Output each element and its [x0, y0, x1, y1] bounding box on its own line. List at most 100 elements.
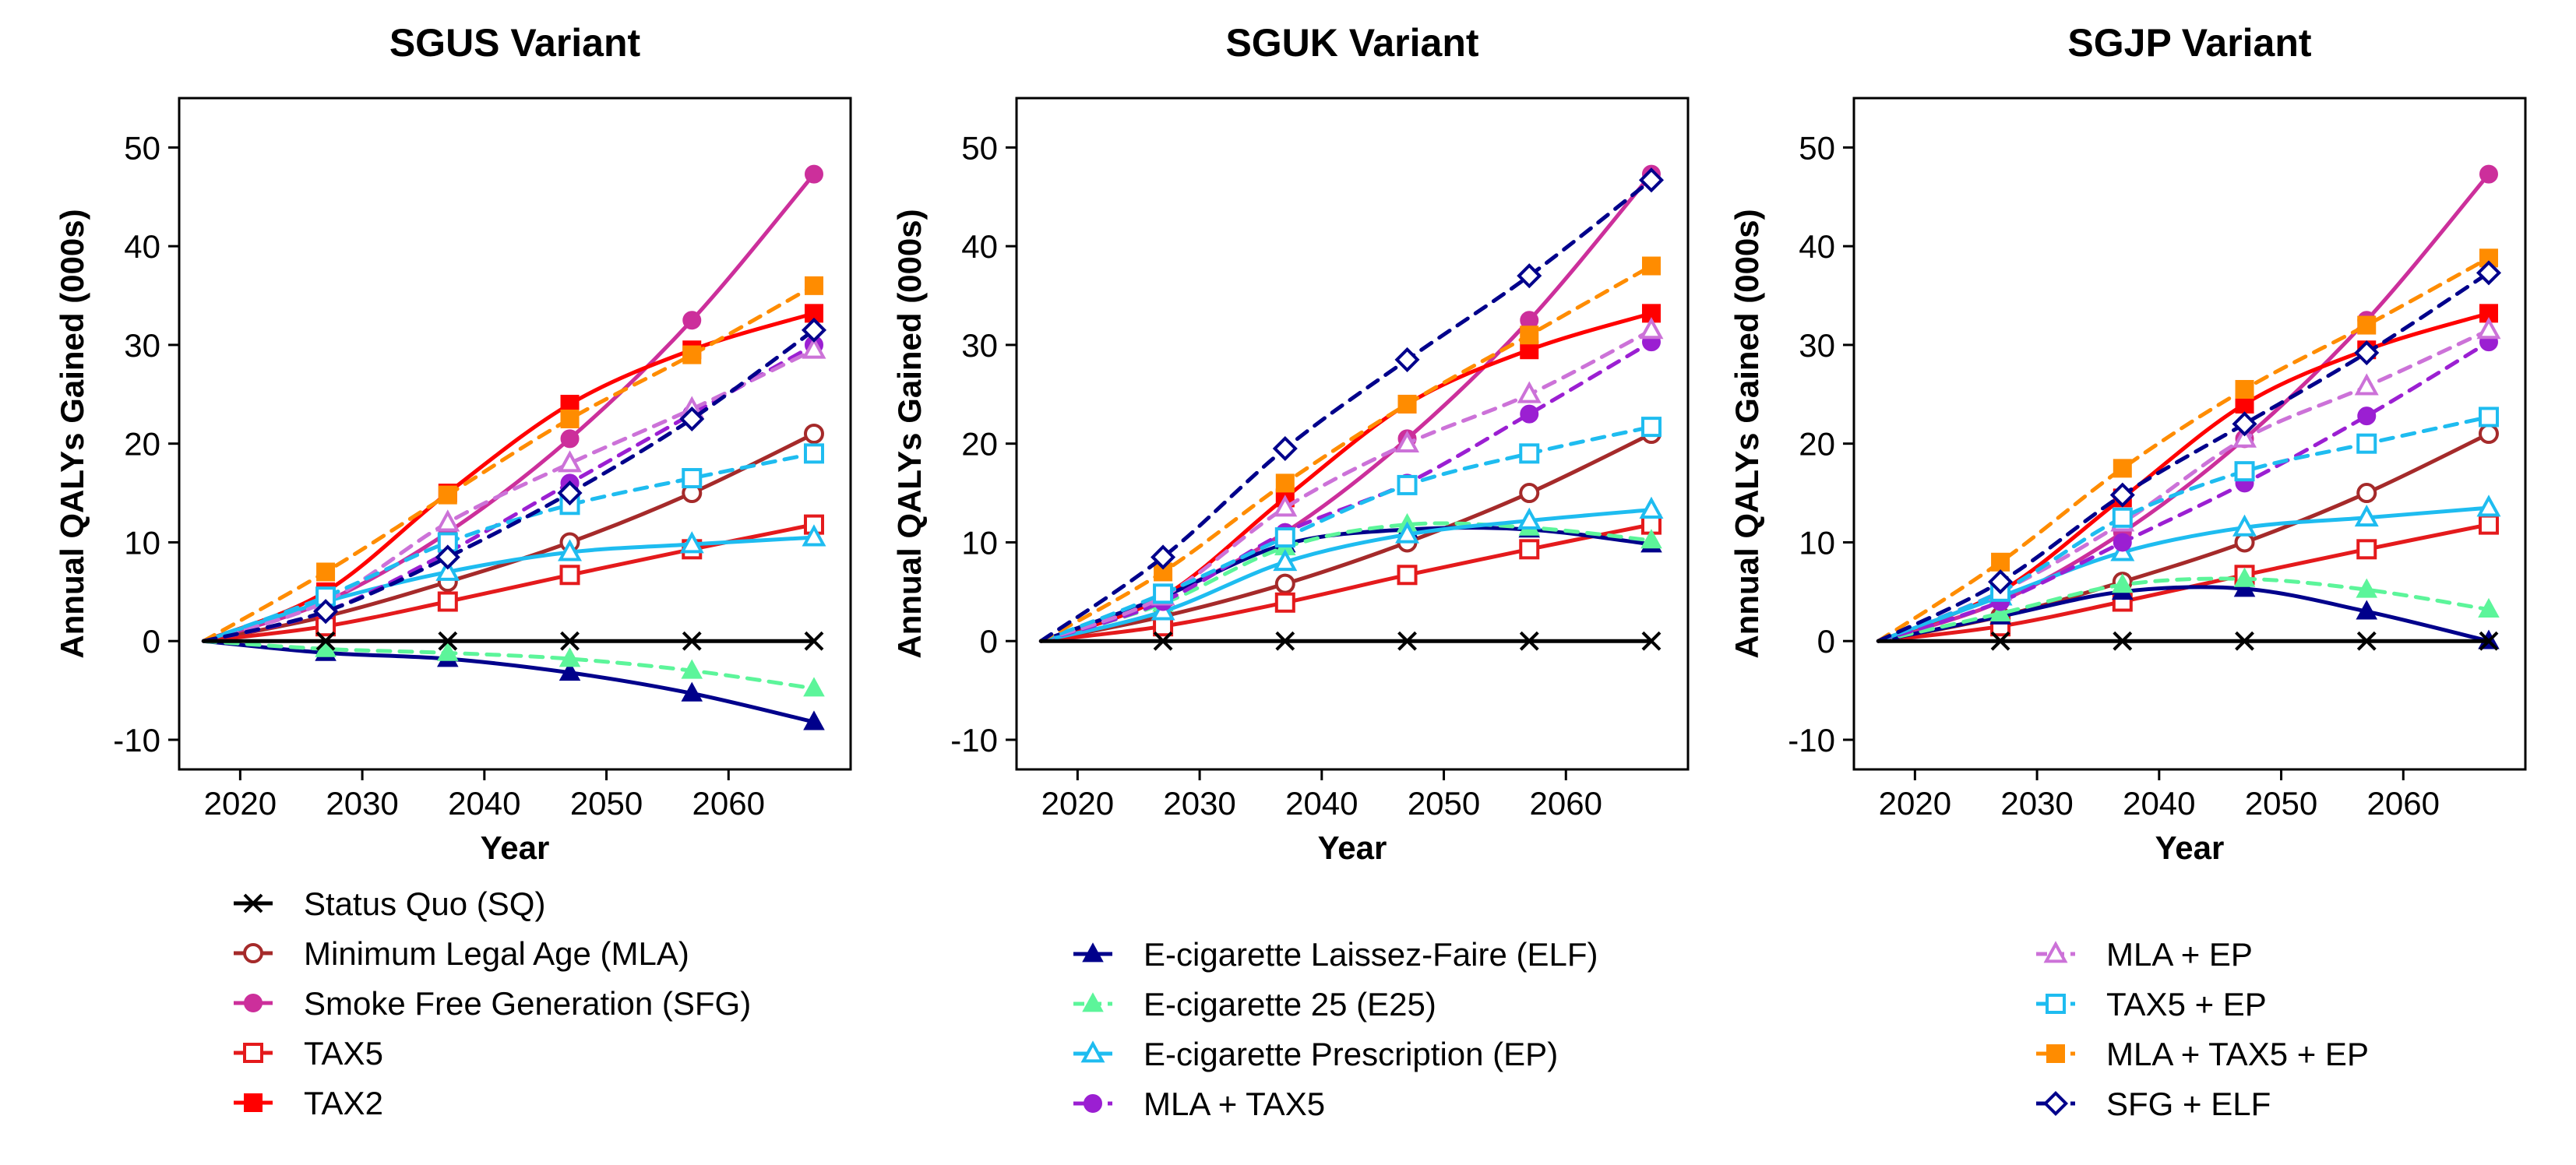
legend-item-minimum-legal-age-mla: Minimum Legal Age (MLA) — [234, 935, 689, 972]
y-tick-label: 10 — [1799, 524, 1835, 561]
data-point — [2356, 578, 2378, 598]
series-line — [1876, 414, 2491, 643]
data-point — [1641, 631, 1662, 651]
data-point — [1519, 631, 1539, 651]
x-tick-label: 2050 — [1408, 785, 1480, 822]
data-point — [1517, 263, 1542, 289]
series-line — [1038, 178, 1654, 643]
x-tick-label: 2020 — [204, 785, 277, 822]
series-line — [1038, 508, 1654, 643]
data-point — [435, 544, 460, 570]
plot-frame — [1015, 97, 1690, 771]
series-line — [201, 343, 816, 643]
series-line — [201, 328, 816, 643]
x-tick-label: 2060 — [2367, 785, 2440, 822]
series-line — [1038, 424, 1654, 643]
data-point — [2113, 533, 2132, 552]
data-point — [2232, 514, 2257, 537]
data-point — [1990, 631, 2010, 651]
data-point — [682, 311, 702, 330]
series-line — [201, 347, 816, 643]
legend-marker — [2043, 941, 2068, 963]
legend-label: E-cigarette Laissez-Faire (ELF) — [1144, 936, 1598, 973]
series-line — [1038, 431, 1654, 643]
x-axis-label: Year — [1318, 829, 1387, 866]
data-point — [681, 659, 703, 679]
y-tick-label: 20 — [124, 426, 160, 463]
data-point — [435, 509, 460, 532]
data-point — [804, 276, 823, 295]
data-point — [1517, 507, 1542, 530]
legend-label: Status Quo (SQ) — [304, 885, 545, 922]
data-point — [1274, 527, 1295, 548]
legend-label: Minimum Legal Age (MLA) — [304, 935, 689, 972]
data-point — [315, 631, 336, 651]
data-point — [1151, 544, 1176, 570]
data-point — [1397, 565, 1418, 586]
y-axis-label: Annual QALYs Gained (000s) — [891, 209, 928, 658]
data-point — [558, 539, 583, 561]
data-point — [2476, 317, 2501, 340]
data-point — [1989, 601, 2011, 622]
legend-label: TAX5 + EP — [2106, 986, 2267, 1022]
series-line — [1038, 264, 1654, 643]
series-tax2 — [1876, 304, 2498, 643]
series-mla-ep — [1876, 317, 2501, 643]
data-point — [437, 591, 458, 612]
y-tick-label: 0 — [1817, 623, 1835, 660]
data-point — [2478, 597, 2500, 618]
data-point — [1273, 548, 1298, 572]
data-point — [802, 524, 826, 547]
series-sfg-elf — [201, 317, 827, 643]
data-point — [801, 317, 827, 343]
series-line — [1876, 505, 2491, 643]
data-point — [803, 710, 825, 730]
y-tick-label: 40 — [1799, 228, 1835, 265]
data-point — [682, 631, 702, 651]
legend-item-mla-tax5: MLA + TAX5 — [1073, 1086, 1325, 1122]
series-line — [201, 639, 816, 724]
legend-label: MLA + TAX5 + EP — [2106, 1036, 2369, 1072]
chart-title: SGJP Variant — [2067, 21, 2311, 65]
series-sfg-elf — [1876, 260, 2502, 643]
data-point — [560, 631, 580, 651]
data-point — [2356, 600, 2378, 620]
x-tick-label: 2040 — [1285, 785, 1358, 822]
data-point — [803, 677, 825, 697]
data-point — [559, 565, 580, 586]
data-point — [558, 450, 583, 473]
data-point — [1640, 417, 1662, 438]
data-point — [804, 164, 823, 184]
data-point — [2479, 164, 2498, 184]
legend-marker — [1082, 942, 1104, 963]
legend-marker — [2046, 994, 2066, 1014]
x-axis-label: Year — [481, 829, 550, 866]
series-tax5 — [1038, 514, 1662, 643]
series-tax5-ep — [201, 443, 824, 643]
data-point — [1397, 474, 1418, 495]
data-point — [1274, 592, 1295, 613]
data-point — [2234, 461, 2255, 482]
data-point — [1640, 529, 1662, 549]
data-point — [2112, 507, 2133, 528]
data-point — [2232, 425, 2257, 448]
y-tick-label: 30 — [961, 327, 998, 364]
legend-label: Smoke Free Generation (SFG) — [304, 985, 751, 1022]
series-line — [1038, 340, 1654, 643]
legend: Status Quo (SQ) Minimum Legal Age (MLA) Sm… — [234, 885, 2369, 1122]
data-point — [435, 558, 460, 581]
data-point — [2354, 504, 2379, 527]
legend-label: SFG + ELF — [2106, 1086, 2271, 1122]
plot-frame — [178, 97, 852, 771]
data-point — [803, 424, 824, 444]
data-point — [682, 468, 703, 489]
legend-marker — [1080, 1040, 1105, 1063]
data-point — [2235, 379, 2254, 399]
chart-title: SGUK Variant — [1225, 21, 1478, 65]
data-point — [1394, 347, 1420, 372]
data-point — [1520, 326, 1539, 345]
y-tick-label: 50 — [124, 129, 160, 166]
data-point — [2478, 514, 2499, 535]
legend-marker — [2046, 1044, 2065, 1063]
